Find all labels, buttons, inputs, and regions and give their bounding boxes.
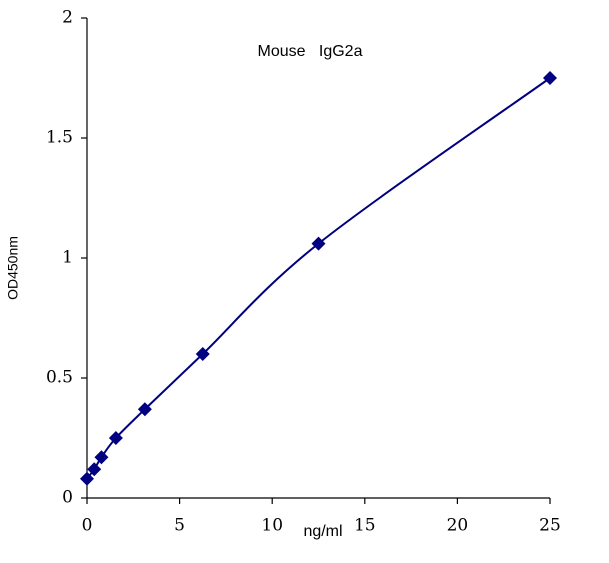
marker xyxy=(137,402,152,417)
x-tick-label: 20 xyxy=(447,516,469,536)
marker xyxy=(80,471,94,486)
line xyxy=(86,77,551,480)
y-tick-label: 1 xyxy=(62,248,73,268)
x-tick-label: 25 xyxy=(539,516,561,536)
y-tick-label: 0.5 xyxy=(46,368,73,388)
x-axis-label: ng/ml xyxy=(303,523,342,540)
marker xyxy=(195,347,210,361)
y-tick-label: 1.5 xyxy=(46,128,73,148)
x-tick-label: 5 xyxy=(174,516,185,536)
x-tick-label: 15 xyxy=(354,516,376,536)
marker xyxy=(94,450,109,465)
marker xyxy=(311,236,326,251)
marker xyxy=(108,431,123,445)
y-tick-label: 0 xyxy=(62,488,73,508)
x-tick-label: 0 xyxy=(82,516,93,536)
x-tick-label: 10 xyxy=(261,516,283,536)
y-axis-label: OD450nm xyxy=(5,236,21,300)
chart-title: Mouse IgG2a xyxy=(258,43,363,60)
marker xyxy=(87,462,102,477)
y-tick-label: 2 xyxy=(62,8,73,28)
marker xyxy=(543,71,557,85)
